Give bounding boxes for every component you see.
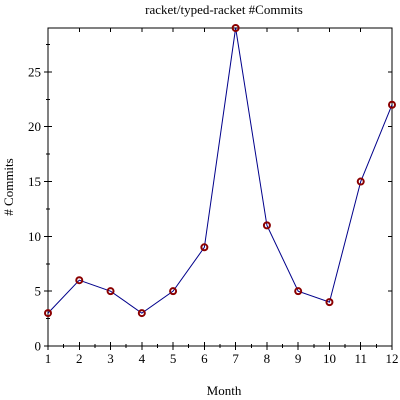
- y-tick-label: 10: [28, 229, 41, 244]
- plot-frame: [47, 27, 393, 347]
- data-point: [262, 221, 271, 230]
- x-tick-label: 3: [107, 351, 114, 366]
- y-tick-label: 20: [28, 119, 41, 134]
- data-point: [137, 309, 146, 318]
- x-tick-label: 11: [354, 351, 367, 366]
- x-tick-label: 5: [170, 351, 177, 366]
- y-tick-label: 15: [28, 174, 41, 189]
- data-point: [106, 287, 115, 296]
- x-tick-label: 10: [323, 351, 336, 366]
- x-tick-label: 2: [76, 351, 83, 366]
- y-tick-label: 0: [35, 339, 42, 354]
- data-point: [169, 287, 178, 296]
- x-tick-label: 4: [139, 351, 146, 366]
- series-line: [47, 27, 393, 314]
- data-point: [388, 100, 396, 109]
- x-tick-label: 9: [295, 351, 302, 366]
- y-axis-label: # Commits: [1, 158, 16, 215]
- data-point: [356, 177, 365, 186]
- y-tick-label: 25: [28, 64, 41, 79]
- axis-ticks: [44, 28, 393, 350]
- x-tick-label: 6: [201, 351, 208, 366]
- data-point: [325, 298, 334, 307]
- series-group: [44, 24, 396, 318]
- y-tick-label: 5: [35, 284, 42, 299]
- data-point: [294, 287, 303, 296]
- data-point: [200, 243, 209, 252]
- x-tick-label: 7: [232, 351, 239, 366]
- x-axis-label: Month: [207, 383, 242, 398]
- data-point: [44, 309, 52, 318]
- data-point: [231, 24, 240, 32]
- x-tick-label: 8: [264, 351, 271, 366]
- chart-title: racket/typed-racket #Commits: [145, 2, 303, 17]
- data-point: [75, 276, 84, 285]
- x-tick-label: 1: [45, 351, 52, 366]
- x-tick-label: 12: [386, 351, 399, 366]
